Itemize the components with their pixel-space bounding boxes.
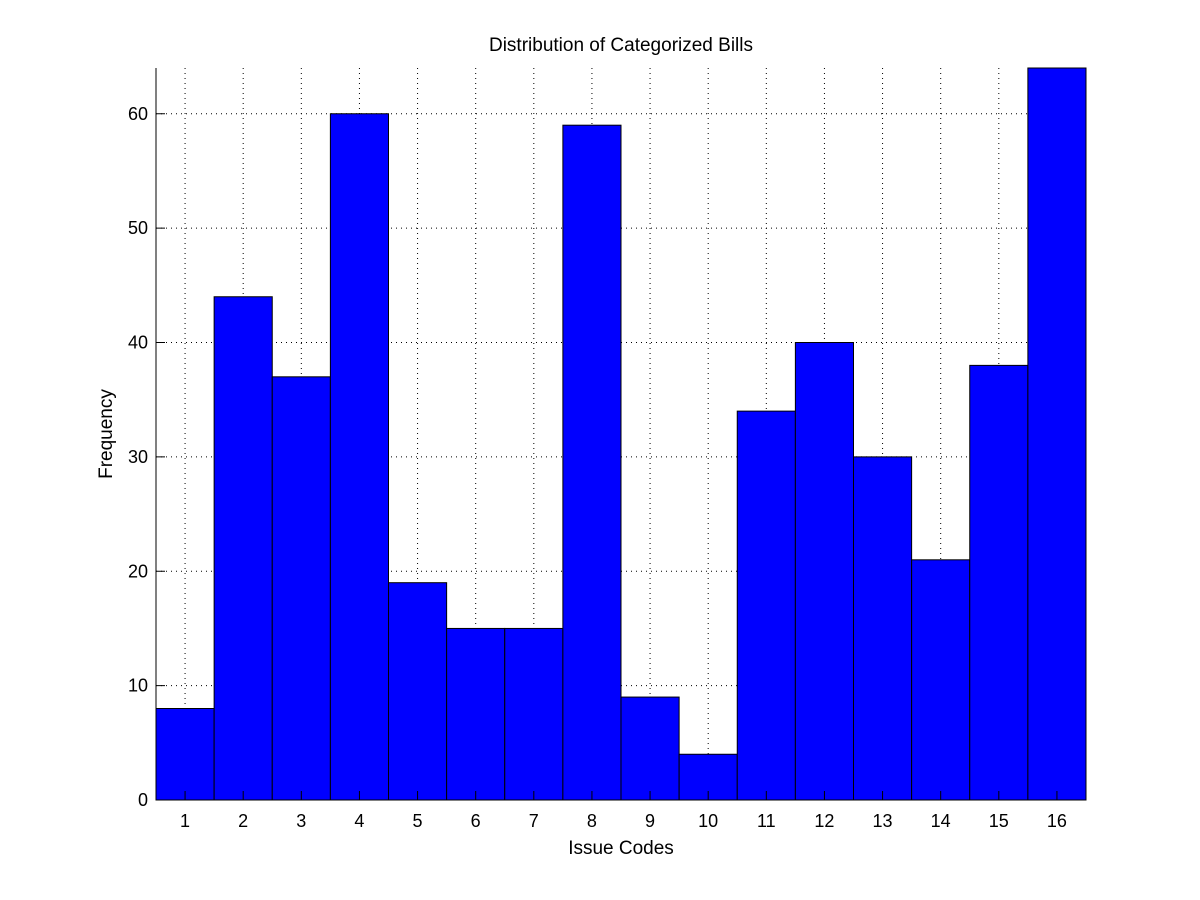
chart-title: Distribution of Categorized Bills: [489, 35, 753, 56]
x-tick-label: 14: [931, 811, 951, 831]
y-tick-label: 20: [128, 561, 148, 581]
x-tick-label: 2: [238, 811, 248, 831]
x-tick-label: 10: [698, 811, 718, 831]
x-tick-label: 16: [1047, 811, 1067, 831]
y-tick-label: 30: [128, 447, 148, 467]
bar-16: [1027, 67, 1087, 801]
bar-11: [736, 410, 796, 801]
x-tick-label: 1: [180, 811, 190, 831]
bar-2: [213, 296, 273, 801]
bar-13: [853, 456, 913, 801]
x-tick-label: 7: [529, 811, 539, 831]
bar-3: [271, 376, 331, 801]
x-tick-label: 6: [471, 811, 481, 831]
y-axis-label: Frequency: [96, 389, 117, 479]
x-axis-label: Issue Codes: [568, 838, 674, 859]
y-tick-label: 50: [128, 218, 148, 238]
x-tick-label: 15: [989, 811, 1009, 831]
x-tick-label: 9: [645, 811, 655, 831]
bar-5: [388, 582, 448, 801]
x-axis-ticks: 1 2 3 4 5 6 7 8 9 10 11 12 13 14 15 16: [180, 791, 1067, 831]
y-tick-label: 10: [128, 676, 148, 696]
y-tick-label: 40: [128, 333, 148, 353]
bar-15: [969, 364, 1029, 801]
x-tick-label: 11: [757, 811, 776, 831]
x-tick-label: 4: [354, 811, 364, 831]
bar-6: [446, 627, 506, 801]
y-tick-label: 60: [128, 104, 148, 124]
x-tick-label: 13: [873, 811, 893, 831]
bar-14: [911, 559, 971, 801]
x-tick-label: 12: [814, 811, 834, 831]
bar-1: [155, 708, 215, 801]
x-tick-label: 3: [296, 811, 306, 831]
x-tick-label: 5: [413, 811, 423, 831]
axes-lines: [155, 68, 1086, 801]
bar-7: [504, 627, 564, 801]
bar-9: [620, 696, 680, 801]
bar-12: [794, 342, 854, 801]
y-tick-label: 0: [138, 790, 148, 810]
bar-4: [329, 113, 389, 801]
bars: [155, 67, 1087, 801]
bar-8: [562, 124, 622, 801]
x-tick-label: 8: [587, 811, 597, 831]
y-axis-ticks: 0 10 20 30 40 50 60: [128, 104, 165, 810]
